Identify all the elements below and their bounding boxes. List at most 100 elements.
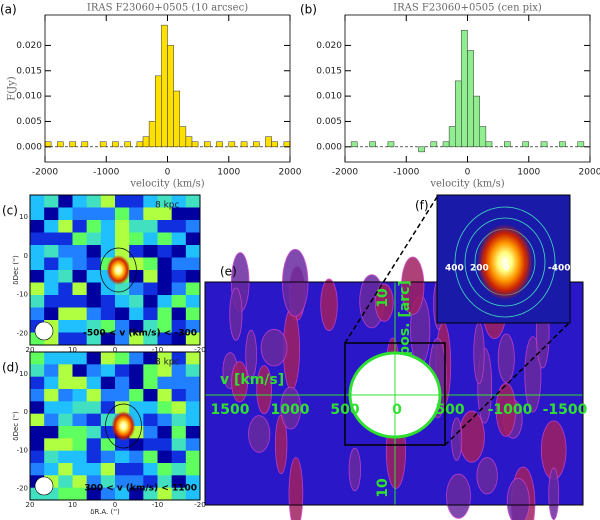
map-frame — [29, 351, 201, 501]
scale-label: 8 kpc — [155, 358, 180, 368]
map-pixel — [157, 487, 173, 501]
emission — [111, 411, 136, 441]
x-tick-label: -2000 — [32, 168, 58, 178]
map-panels: (c) 8 kpc -500 < v (km/s) < -300 10 0 -10 -20 2… — [2, 194, 588, 520]
map-pixel — [157, 320, 173, 333]
y-axis-label: δDec ('') — [12, 411, 20, 441]
map-pixel — [44, 438, 59, 452]
map-pixel — [58, 257, 73, 271]
map-pixel — [157, 401, 173, 415]
map-pixel — [185, 332, 201, 346]
bar — [559, 141, 566, 148]
map-pixel — [129, 450, 144, 464]
v-tick-label: -1500 — [543, 402, 588, 418]
map-pixel — [86, 245, 102, 258]
map-pixel — [86, 295, 102, 308]
x-tick-label: -1000 — [393, 168, 419, 178]
stripe — [280, 386, 301, 430]
bar — [265, 136, 272, 148]
map-pixel — [30, 450, 45, 464]
map-pixel — [143, 401, 158, 415]
bar — [473, 95, 480, 148]
map-pixel — [157, 450, 173, 464]
x-tick-label: 2000 — [279, 168, 302, 178]
map-pixel — [100, 463, 116, 476]
map-pixel — [185, 245, 201, 258]
map-pixel — [129, 245, 144, 258]
map-pixel — [72, 401, 88, 415]
x-tick-label: 10 — [68, 346, 77, 354]
y-axis-label: F(Jy) — [7, 76, 18, 100]
bar — [418, 146, 425, 153]
map-pixel — [157, 389, 173, 402]
map-pixel — [72, 438, 88, 452]
map-pixel — [100, 320, 116, 333]
map-pixel — [143, 332, 158, 346]
map-pixel — [143, 426, 158, 439]
map-pixel — [171, 270, 187, 283]
y-axis-label: δDec ('') — [12, 255, 20, 285]
map-pixel — [86, 307, 102, 321]
map-pixel — [185, 401, 201, 415]
map-pixel — [115, 376, 130, 390]
map-pixel — [86, 282, 102, 296]
map-pixel — [86, 352, 102, 365]
map-pixel — [58, 438, 73, 452]
f-tick-label: 0 — [503, 264, 509, 274]
map-pixel — [86, 220, 102, 233]
stripe — [229, 287, 243, 341]
map-pixel — [171, 332, 187, 346]
f-tick-label: 200 — [470, 264, 489, 274]
map-pixel — [44, 232, 59, 246]
map-pixel — [58, 245, 73, 258]
stripe — [281, 248, 309, 317]
map-pixel — [185, 413, 201, 427]
map-pixel — [86, 413, 102, 427]
bar — [467, 50, 474, 148]
map-pixel — [44, 270, 59, 283]
map-pixel — [143, 220, 158, 233]
map-pixel — [143, 475, 158, 489]
map-pixel — [115, 195, 130, 208]
map-pixel — [44, 220, 59, 233]
bar — [204, 141, 211, 148]
map-pixel — [44, 463, 59, 476]
map-pixel — [129, 376, 144, 390]
map-pixel — [185, 220, 201, 233]
map-pixel — [143, 232, 158, 246]
map-pixel — [44, 426, 59, 439]
bar — [448, 126, 456, 148]
map-pixel — [72, 307, 88, 321]
bar — [124, 141, 131, 148]
map-pixel — [72, 320, 88, 333]
bar — [253, 141, 260, 148]
map-pixel — [72, 282, 88, 296]
map-pixel — [58, 352, 73, 365]
bar — [442, 141, 450, 148]
map-pixel — [157, 413, 173, 427]
stripe — [231, 361, 249, 403]
map-pixel — [72, 270, 88, 283]
map-pixel — [129, 232, 144, 246]
map-pixel — [100, 438, 116, 452]
bar — [283, 141, 291, 148]
x-tick-label: 1000 — [217, 168, 240, 178]
map-pixel — [44, 364, 59, 378]
map-pixel — [86, 232, 102, 246]
map-pixel — [185, 487, 201, 501]
map-pixel — [86, 376, 102, 390]
map-pixel — [115, 332, 130, 346]
map-frame — [436, 194, 571, 324]
map-pixel — [171, 401, 187, 415]
contour — [100, 247, 137, 293]
map-pixel — [157, 220, 173, 233]
map-pixel — [171, 487, 187, 501]
map-pixel — [58, 195, 73, 208]
emission — [477, 224, 533, 300]
map-pixel — [100, 376, 116, 390]
x-axis-label: velocity (km/s) — [429, 179, 504, 190]
map-pixel — [143, 245, 158, 258]
map-pixel — [30, 364, 45, 378]
bar — [216, 141, 223, 148]
map-pixel — [129, 307, 144, 321]
